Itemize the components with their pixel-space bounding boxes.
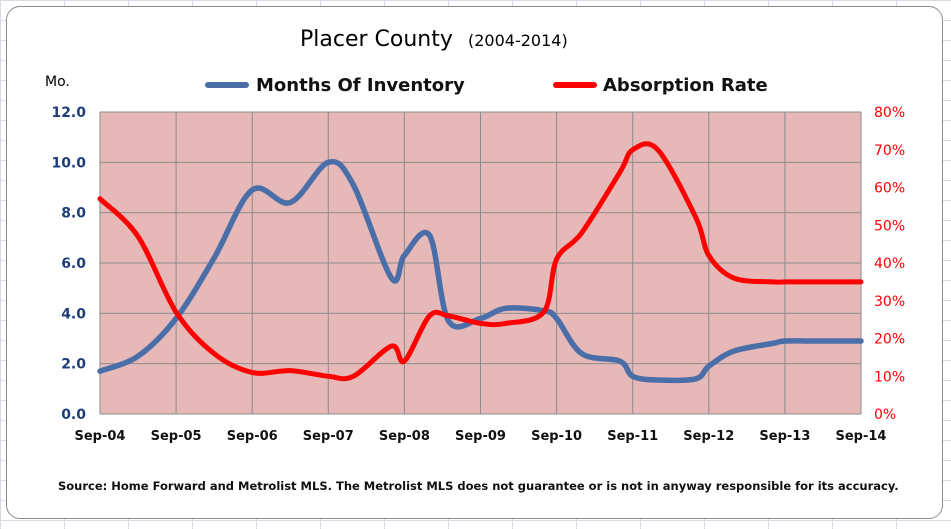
right-tick-label: 60% [874,181,905,197]
left-tick-label: 2.0 [61,357,86,373]
source-note: Source: Home Forward and Metrolist MLS. … [58,479,899,493]
x-axis: Sep-04 Sep-05 Sep-06 Sep-07 Sep-08 Sep-09 Sep-… [75,429,887,444]
left-tick-label: 4.0 [61,306,86,322]
right-tick-label: 40% [874,256,905,272]
series-lines [97,141,864,384]
series-line-months-of-inventory [97,158,864,384]
left-tick-label: 0.0 [61,407,86,423]
right-tick-label: 0% [874,407,896,423]
x-tick-label: Sep-08 [379,429,430,444]
x-tick-label: Sep-05 [151,429,202,444]
series-line-absorption-rate [97,141,864,382]
right-axis: 0% 10% 20% 30% 40% 50% 60% 70% 80% [874,105,905,423]
x-tick-label: Sep-07 [303,429,354,444]
legend-label-absorption: Absorption Rate [603,75,768,96]
left-tick-label: 12.0 [51,105,86,121]
right-tick-label: 30% [874,294,905,310]
right-tick-label: 20% [874,332,905,348]
x-tick-label: Sep-13 [759,429,810,444]
left-axis-unit: Mo. [45,74,70,90]
x-tick-label: Sep-09 [455,429,506,444]
left-tick-label: 8.0 [61,206,86,222]
left-tick-label: 10.0 [51,155,86,171]
x-tick-label: Sep-04 [75,429,126,444]
right-tick-label: 70% [874,143,905,159]
x-tick-label: Sep-11 [607,429,658,444]
right-tick-label: 80% [874,105,905,121]
right-tick-label: 10% [874,369,905,385]
chart-subtitle: (2004-2014) [468,31,568,50]
x-tick-label: Sep-06 [227,429,278,444]
x-tick-label: Sep-14 [836,429,887,444]
left-tick-label: 6.0 [61,256,86,272]
x-tick-label: Sep-10 [531,429,582,444]
x-tick-label: Sep-12 [683,429,734,444]
right-tick-label: 50% [874,218,905,234]
left-axis: 0.0 2.0 4.0 6.0 8.0 10.0 12.0 [51,105,86,423]
chart-title: Placer County [300,27,453,52]
legend-label-inventory: Months Of Inventory [256,75,465,96]
